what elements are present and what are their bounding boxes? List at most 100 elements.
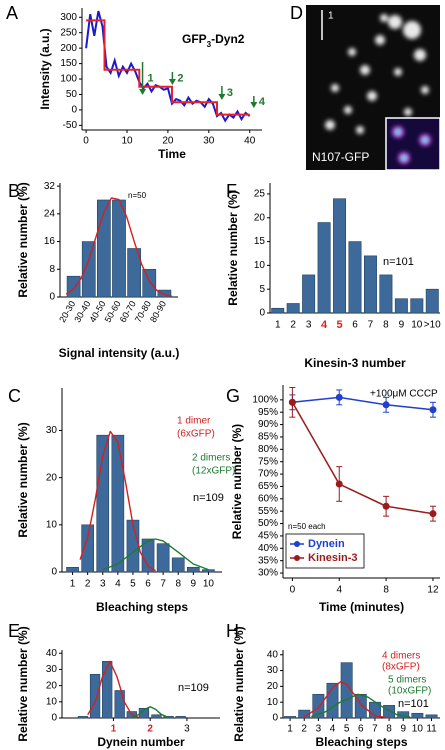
step-arrowhead <box>250 102 258 108</box>
x-tick-label: 10 <box>411 320 423 331</box>
x-tick-label: 7 <box>160 579 166 590</box>
x-axis-label: Bleaching steps <box>315 735 407 749</box>
y-tick-label: 0 <box>71 105 77 116</box>
x-tick-label: 8 <box>383 320 389 331</box>
y-tick-label: 30 <box>267 665 279 676</box>
fit-curve <box>65 197 173 297</box>
x-tick-label: 7 <box>368 320 374 331</box>
annotation: 5 dimers <box>388 675 426 686</box>
bar <box>66 566 79 573</box>
x-tick-label: 3 <box>184 724 190 735</box>
y-axis-label: Relative number (%) <box>226 190 240 305</box>
y-tick-label: 75% <box>258 456 278 467</box>
legend-marker <box>294 541 300 547</box>
x-tick-label: 9 <box>400 724 406 735</box>
annotation: +100μM CCCP <box>370 389 438 400</box>
y-tick-label: 30 <box>46 425 58 436</box>
bar <box>326 682 339 719</box>
bar <box>138 707 150 719</box>
bar <box>111 434 125 573</box>
y-axis-label: Intensity (a.u.) <box>38 28 52 109</box>
annotation: (6xGFP) <box>177 429 215 440</box>
x-tick-label: 2 <box>85 579 91 590</box>
series-line <box>86 19 250 116</box>
bar <box>171 557 185 573</box>
x-tick-label: 0 <box>83 136 89 147</box>
bar <box>410 298 424 314</box>
y-tick-label: 65% <box>258 481 278 492</box>
x-axis-label: Time <box>158 147 186 161</box>
x-axis-label: Dynein number <box>97 735 185 749</box>
legend-marker <box>294 555 300 561</box>
bar <box>394 298 408 314</box>
x-tick-label: 10 <box>203 579 215 590</box>
legend-box <box>285 533 365 569</box>
x-axis-label: Time (minutes) <box>319 600 404 614</box>
bar <box>348 241 362 314</box>
fit-curve <box>87 660 140 719</box>
x-tick-label: 4 <box>330 724 336 735</box>
marker <box>382 502 390 510</box>
microscopy-panel: D 1 N107-GFP <box>290 3 441 171</box>
marker <box>429 406 437 414</box>
x-tick-label: 6 <box>145 579 151 590</box>
fit-curve <box>102 538 209 571</box>
x-tick-label: 1 <box>275 320 281 331</box>
x-tick-label: 1 <box>70 579 76 590</box>
bar <box>89 673 101 719</box>
y-tick-label: 20 <box>46 680 58 691</box>
x-tick-label: 4 <box>336 585 342 596</box>
y-tick-label: 10 <box>46 519 58 530</box>
x-tick-label: 11 <box>426 724 437 735</box>
step-label: 1 <box>148 72 154 84</box>
x-tick-label: 5 <box>344 724 350 735</box>
panel-letter: G <box>226 386 240 406</box>
x-tick-label: 4 <box>321 319 328 331</box>
x-tick-label: 8 <box>383 585 389 596</box>
x-tick-label: 40 <box>244 136 256 147</box>
y-tick-label: 35% <box>258 555 278 566</box>
y-tick-label: 24 <box>44 208 56 219</box>
step-label: 2 <box>177 72 183 84</box>
y-tick-label: 15 <box>254 236 266 247</box>
bar <box>284 716 297 719</box>
x-tick-label: 2 <box>290 320 296 331</box>
y-tick-label: 200 <box>60 43 77 54</box>
x-tick-label: 20 <box>162 136 174 147</box>
panel-letter: H <box>226 621 239 641</box>
bar <box>96 434 110 573</box>
x-tick-label: 3 <box>316 724 322 735</box>
step-arrowhead <box>168 79 176 85</box>
title-part: 3 <box>207 40 212 49</box>
y-tick-label: 40 <box>267 649 279 660</box>
bar <box>127 248 141 298</box>
x-tick-label: 6 <box>358 724 364 735</box>
panel-letter: F <box>226 181 237 201</box>
x-tick-label: 6 <box>352 320 358 331</box>
bar <box>340 662 353 719</box>
y-tick-label: 40% <box>258 543 278 554</box>
step-label: 3 <box>227 87 233 99</box>
marker <box>335 393 343 401</box>
y-tick-label: 50% <box>258 518 278 529</box>
y-tick-label: 80% <box>258 444 278 455</box>
bar <box>363 255 377 314</box>
y-tick-label: 32 <box>44 181 56 192</box>
annotation: n=50 <box>128 191 147 200</box>
inset-spots <box>392 126 431 164</box>
y-tick-label: 150 <box>60 58 77 69</box>
spots <box>325 14 429 134</box>
annotation: n=101 <box>398 698 429 710</box>
annotation: (8xGFP) <box>382 662 420 673</box>
x-tick-label: 12 <box>427 585 439 596</box>
annotation: 1 dimer <box>177 416 211 427</box>
bar <box>156 543 170 573</box>
x-tick-label: 5 <box>130 579 136 590</box>
panel-letter: C <box>8 386 21 406</box>
series-line <box>291 401 434 515</box>
bar <box>317 222 331 314</box>
x-tick-label: 9 <box>399 320 405 331</box>
x-tick-label: >10 <box>424 320 441 331</box>
y-tick-label: 90% <box>258 419 278 430</box>
bar <box>383 705 396 719</box>
